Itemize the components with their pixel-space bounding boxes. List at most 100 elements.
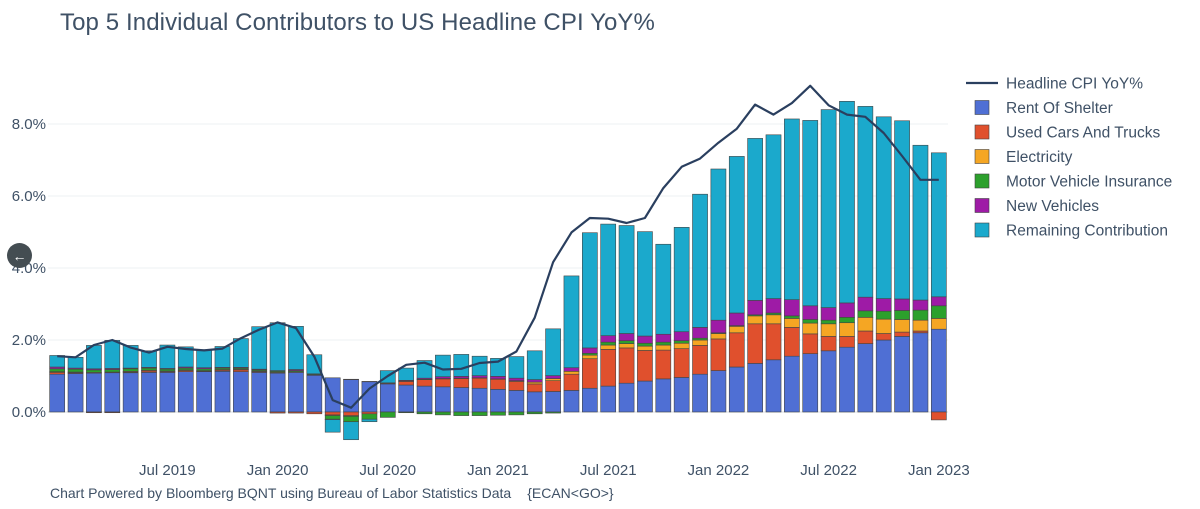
bar-used-cars-and-trucks	[435, 378, 451, 388]
bar-rent-of-shelter	[710, 370, 727, 413]
bar-used-cars-and-trucks	[563, 373, 580, 391]
bar-rent-of-shelter	[747, 363, 763, 413]
legend-label-rent-of-shelter[interactable]: Rent Of Shelter	[1006, 100, 1113, 117]
bar-remaining-contribution	[618, 225, 635, 334]
bar-motor-vehicle-insurance	[912, 309, 929, 321]
bar-new-vehicles	[912, 299, 929, 311]
bar-used-cars-and-trucks	[324, 411, 341, 416]
bar-remaining-contribution	[122, 345, 139, 369]
bar-remaining-contribution	[471, 355, 488, 376]
legend-label-remaining-contribution[interactable]: Remaining Contribution	[1006, 223, 1168, 240]
bar-used-cars-and-trucks	[637, 350, 653, 382]
legend-swatch-used-cars-and-trucks	[974, 124, 990, 140]
bar-new-vehicles	[710, 319, 727, 334]
bar-motor-vehicle-insurance	[600, 341, 617, 346]
bar-remaining-contribution	[692, 193, 708, 328]
bar-electricity	[857, 317, 874, 332]
bar-new-vehicles	[545, 375, 561, 379]
bar-rent-of-shelter	[49, 373, 66, 413]
bar-rent-of-shelter	[435, 386, 451, 413]
bar-remaining-contribution	[802, 120, 819, 307]
bar-rent-of-shelter	[398, 384, 414, 413]
x-tick-label: Jul 2021	[580, 462, 637, 479]
bar-rent-of-shelter	[618, 382, 635, 413]
bar-new-vehicles	[618, 333, 635, 342]
bar-new-vehicles	[582, 347, 598, 354]
legend-swatch-rent-of-shelter	[974, 100, 990, 115]
bar-rent-of-shelter	[784, 355, 800, 413]
legend-label-electricity[interactable]: Electricity	[1006, 149, 1073, 166]
bar-new-vehicles	[875, 298, 892, 312]
y-tick-label: 8.0%	[12, 116, 46, 133]
bar-motor-vehicle-insurance	[545, 411, 561, 414]
bar-new-vehicles	[802, 305, 819, 320]
legend-label-used-cars-and-trucks[interactable]: Used Cars And Trucks	[1006, 125, 1160, 142]
bar-new-vehicles	[692, 327, 708, 339]
bar-used-cars-and-trucks	[710, 338, 727, 371]
bar-electricity	[747, 315, 763, 325]
bar-new-vehicles	[490, 376, 506, 380]
bar-remaining-contribution	[159, 344, 176, 369]
back-arrow-icon[interactable]: ←	[7, 243, 32, 268]
bar-motor-vehicle-insurance	[930, 305, 947, 319]
bar-remaining-contribution	[398, 367, 414, 381]
bar-motor-vehicle-insurance	[820, 319, 837, 325]
bar-electricity	[912, 319, 929, 332]
bar-motor-vehicle-insurance	[435, 411, 451, 416]
bar-used-cars-and-trucks	[618, 347, 635, 384]
legend-label-headline-cpi-yoy[interactable]: Headline CPI YoY%	[1006, 76, 1143, 93]
bar-rent-of-shelter	[67, 373, 84, 413]
bar-used-cars-and-trucks	[839, 336, 855, 348]
bar-electricity	[930, 318, 947, 330]
bar-new-vehicles	[857, 296, 874, 312]
bar-remaining-contribution	[196, 349, 212, 369]
legend-label-motor-vehicle-insurance[interactable]: Motor Vehicle Insurance	[1006, 174, 1172, 191]
bar-new-vehicles	[600, 335, 617, 343]
bar-new-vehicles	[637, 335, 653, 344]
bar-motor-vehicle-insurance	[67, 368, 84, 373]
bar-rent-of-shelter	[820, 350, 837, 413]
bar-rent-of-shelter	[839, 346, 855, 413]
bar-used-cars-and-trucks	[728, 332, 745, 368]
legend-label-new-vehicles[interactable]: New Vehicles	[1006, 198, 1099, 215]
x-tick-label: Jan 2020	[247, 462, 309, 479]
bar-used-cars-and-trucks	[86, 411, 102, 414]
bar-rent-of-shelter	[269, 372, 286, 413]
bar-remaining-contribution	[673, 227, 690, 333]
bar-remaining-contribution	[453, 354, 470, 377]
bar-remaining-contribution	[526, 350, 543, 380]
bar-rent-of-shelter	[453, 387, 470, 413]
bar-used-cars-and-trucks	[600, 349, 617, 387]
bar-remaining-contribution	[784, 118, 800, 300]
bar-remaining-contribution	[912, 144, 929, 301]
bar-new-vehicles	[784, 299, 800, 317]
legend: Headline CPI YoY% Rent Of Shelter Used Car…	[966, 76, 1172, 240]
bar-remaining-contribution	[435, 354, 451, 378]
bar-used-cars-and-trucks	[802, 333, 819, 354]
axis-labels: 0.0%2.0%4.0%6.0%8.0%Jul 2019 Jan 2020 Jul …	[12, 116, 970, 479]
bar-used-cars-and-trucks	[692, 345, 708, 375]
bar-used-cars-and-trucks	[820, 336, 837, 352]
bar-electricity	[765, 314, 782, 325]
bar-new-vehicles	[930, 296, 947, 307]
bar-rent-of-shelter	[655, 378, 672, 413]
bar-electricity	[582, 354, 598, 360]
bar-used-cars-and-trucks	[857, 330, 874, 344]
bar-electricity	[618, 343, 635, 349]
bar-remaining-contribution	[600, 223, 617, 336]
bar-electricity	[545, 378, 561, 381]
bar-remaining-contribution	[214, 346, 231, 368]
bar-used-cars-and-trucks	[526, 383, 543, 393]
bar-rent-of-shelter	[86, 372, 102, 413]
line-headline-cpi	[57, 84, 939, 409]
bar-rent-of-shelter	[159, 372, 176, 413]
bar-used-cars-and-trucks	[288, 411, 304, 414]
bar-new-vehicles	[894, 298, 910, 311]
bar-new-vehicles	[508, 377, 525, 381]
bars	[49, 101, 947, 441]
bar-rent-of-shelter	[673, 377, 690, 413]
bar-remaining-contribution	[233, 338, 249, 368]
bar-rent-of-shelter	[122, 372, 139, 413]
bar-rent-of-shelter	[490, 389, 506, 413]
